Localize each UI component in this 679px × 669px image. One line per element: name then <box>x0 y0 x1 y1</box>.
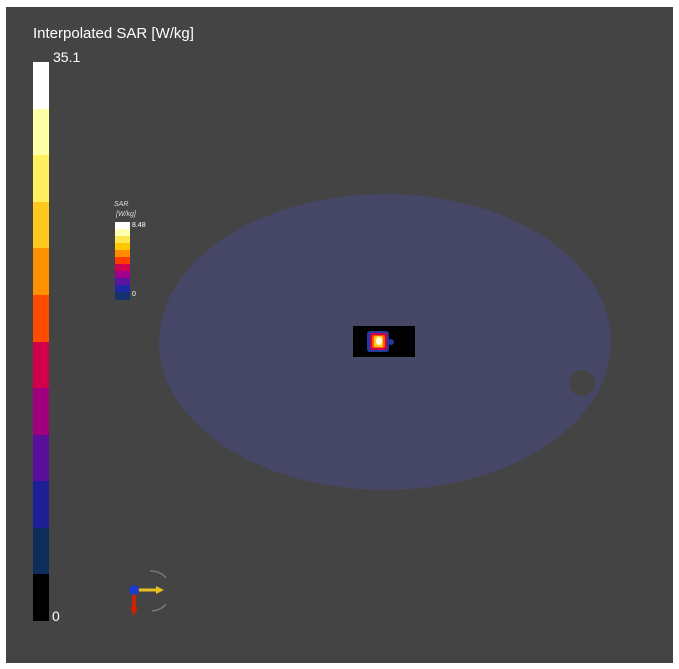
colorbar-segment-5 <box>33 294 49 342</box>
mini-colorbar-segment-8 <box>115 278 130 286</box>
colorbar-segment-4 <box>33 248 49 296</box>
colorbar-segment-9 <box>33 481 49 529</box>
mini-colorbar-segment-5 <box>115 257 130 265</box>
hotspot-feed-point <box>388 339 394 345</box>
mini-colorbar-segment-9 <box>115 285 130 293</box>
axis-triad-icon[interactable] <box>122 567 172 617</box>
colorbar-title: Interpolated SAR [W/kg] <box>33 25 194 42</box>
mini-colorbar-segment-0 <box>115 222 130 230</box>
mini-colorbar-segment-10 <box>115 292 130 300</box>
colorbar-min-label: 0 <box>52 608 60 624</box>
mini-colorbar-title: SAR <box>114 201 129 208</box>
colorbar-segment-1 <box>33 108 49 156</box>
colorbar-segment-10 <box>33 527 49 575</box>
mini-colorbar <box>115 222 130 300</box>
mini-colorbar-segment-4 <box>115 250 130 258</box>
colorbar-max-label: 35.1 <box>53 49 81 65</box>
colorbar-segment-7 <box>33 388 49 436</box>
colorbar-segment-3 <box>33 201 49 249</box>
colorbar-segment-6 <box>33 341 49 389</box>
phantom-hole <box>569 370 595 396</box>
hotspot-heatmap <box>367 331 394 352</box>
3d-viewport[interactable]: Interpolated SAR [W/kg] 35.1 0 SAR [W/kg… <box>6 7 673 663</box>
colorbar <box>33 62 49 622</box>
axis-y-arrow <box>156 586 164 594</box>
sar-hotspot[interactable] <box>353 326 415 357</box>
hotspot-peak <box>376 337 382 345</box>
colorbar-segment-0 <box>33 62 49 110</box>
mini-colorbar-segment-3 <box>115 243 130 251</box>
mini-colorbar-unit: [W/kg] <box>116 211 136 218</box>
colorbar-segment-11 <box>33 574 49 622</box>
axis-z-arrow <box>130 607 138 616</box>
colorbar-segment-8 <box>33 434 49 482</box>
axis-x-icon <box>129 585 139 595</box>
mini-colorbar-segment-2 <box>115 236 130 244</box>
mini-colorbar-min-label: 0 <box>132 291 136 298</box>
mini-colorbar-segment-1 <box>115 229 130 237</box>
mini-colorbar-max-label: 8.48 <box>132 222 146 229</box>
colorbar-segment-2 <box>33 155 49 203</box>
mini-colorbar-segment-7 <box>115 271 130 279</box>
mini-colorbar-segment-6 <box>115 264 130 272</box>
